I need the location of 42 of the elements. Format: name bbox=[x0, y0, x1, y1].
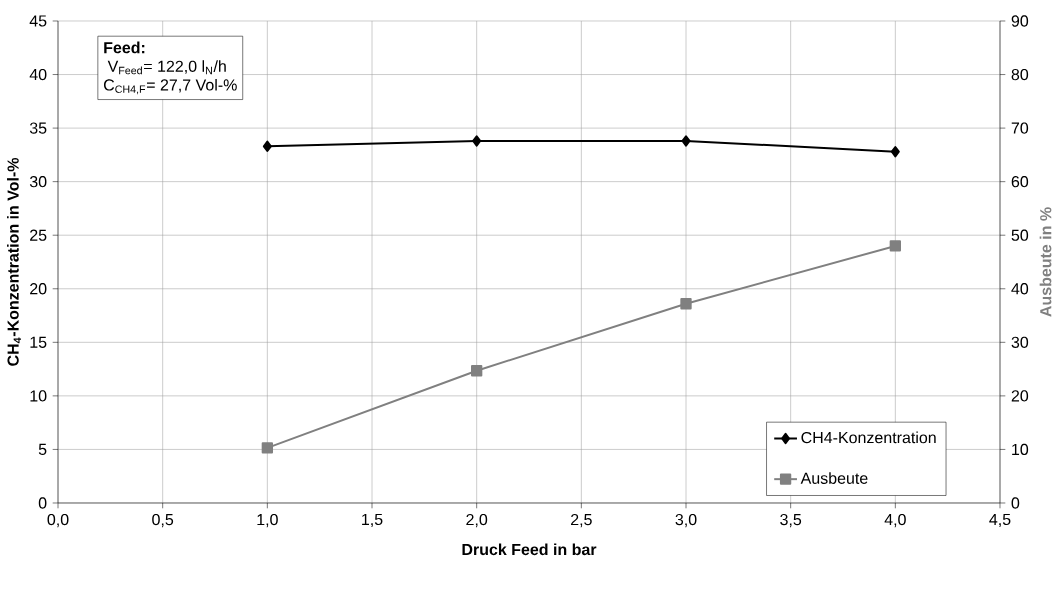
y2-axis-title: Ausbeute in % bbox=[1039, 207, 1052, 317]
y2-tick-label: 30 bbox=[1011, 336, 1029, 348]
x-tick-label: 2,5 bbox=[571, 513, 592, 528]
point bbox=[261, 442, 274, 454]
point bbox=[680, 298, 692, 310]
y-tick-label: 15 bbox=[30, 336, 47, 348]
x-tick-label: 4,5 bbox=[989, 513, 1011, 527]
legend-label: CH4-Konzentration bbox=[801, 431, 936, 444]
x-tick-label: 4,0 bbox=[884, 513, 906, 528]
y2-tick-label: 60 bbox=[1011, 176, 1029, 188]
y2-tick-label: 40 bbox=[1011, 283, 1029, 295]
x-tick-label: 3,0 bbox=[675, 513, 697, 528]
y2-tick-label: 20 bbox=[1011, 390, 1029, 402]
legend-label: Ausbeute bbox=[800, 472, 868, 484]
x-tick-label: 1,0 bbox=[257, 513, 278, 528]
y-tick-label: 30 bbox=[29, 176, 47, 188]
y2-tick-label: 10 bbox=[1012, 443, 1029, 456]
y-axis-title: CH$_{4}$-Konzentration in Vol-% bbox=[7, 157, 22, 366]
y2-tick-label: 90 bbox=[1011, 15, 1029, 27]
x-axis-title: Druck Feed in bar bbox=[462, 543, 597, 556]
x-tick-label: 0,0 bbox=[47, 513, 69, 528]
annotation: Feed: bbox=[104, 41, 145, 54]
x-tick-label: 0,5 bbox=[152, 513, 174, 528]
point bbox=[889, 240, 901, 252]
x-tick-label: 1,5 bbox=[362, 513, 383, 527]
y-tick-label: 0 bbox=[38, 497, 47, 509]
x-tick-label: 2,0 bbox=[466, 513, 488, 528]
y-tick-label: 35 bbox=[29, 122, 47, 134]
annotation: C$_{CH4,F}$= 27,7 Vol-% bbox=[103, 78, 237, 95]
y-tick-label: 10 bbox=[30, 390, 47, 402]
y-tick-label: 25 bbox=[30, 229, 47, 241]
y2-tick-label: 50 bbox=[1011, 229, 1029, 241]
y-tick-label: 45 bbox=[29, 15, 47, 27]
y-tick-label: 20 bbox=[30, 283, 47, 295]
y2-tick-label: 80 bbox=[1011, 68, 1029, 81]
x-tick-label: 3,5 bbox=[780, 513, 802, 528]
y2-tick-label: 0 bbox=[1011, 497, 1020, 509]
y-tick-label: 5 bbox=[38, 443, 47, 455]
y-tick-label: 40 bbox=[29, 68, 47, 81]
point bbox=[471, 365, 483, 377]
annotation: V$_{Feed}$= 122,0 l$_{N}$/h bbox=[107, 60, 226, 75]
y2-tick-label: 70 bbox=[1011, 122, 1029, 134]
